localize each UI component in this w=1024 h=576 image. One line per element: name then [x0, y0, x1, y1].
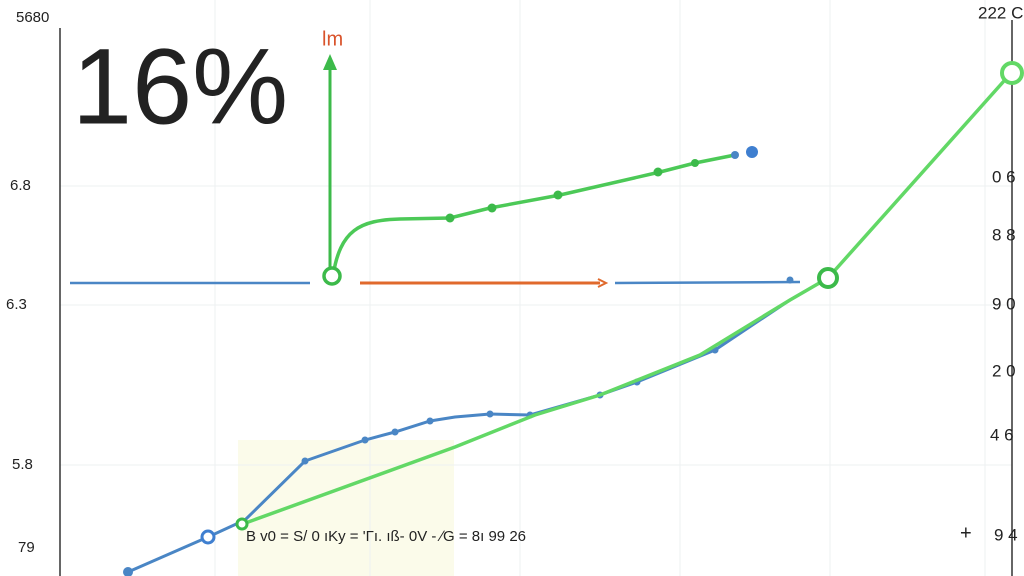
right-label: 4 6 [990, 425, 1014, 444]
orange-arrowhead [597, 278, 609, 288]
top-right-label: 222 C [978, 3, 1023, 22]
bottom-right-label: + [960, 522, 972, 544]
green-curve [331, 153, 736, 277]
green-arrowhead [323, 54, 337, 70]
green-node [322, 266, 342, 286]
left-label: 5.8 [12, 456, 33, 473]
blue-baseline [614, 280, 801, 285]
grid [60, 0, 1012, 576]
green-points [445, 159, 699, 223]
left-label: 79 [18, 539, 35, 556]
blue-point [746, 146, 758, 158]
highlight-area [238, 440, 454, 576]
bottom-right-label: 9 4 [994, 525, 1018, 544]
right-label: 0 6 [992, 167, 1016, 186]
right-label: 9 0 [992, 294, 1016, 313]
right-label: 2 0 [992, 361, 1016, 380]
green-node [817, 267, 839, 289]
left-label: 6.3 [6, 296, 27, 313]
blue-point [731, 151, 739, 159]
right-label: 8 8 [992, 225, 1016, 244]
arrow-label: lm [322, 28, 343, 50]
left-label: 6.8 [10, 177, 31, 194]
headline: 16% [72, 26, 288, 147]
left-label: 5680 [16, 9, 49, 26]
blue-node [200, 529, 216, 545]
green-node [235, 517, 249, 531]
formula: B v0 = S/ 0 ıKy = 'Γı. ıß- 0V - ∕G = 8ı … [246, 528, 526, 545]
green-node [1000, 61, 1024, 85]
